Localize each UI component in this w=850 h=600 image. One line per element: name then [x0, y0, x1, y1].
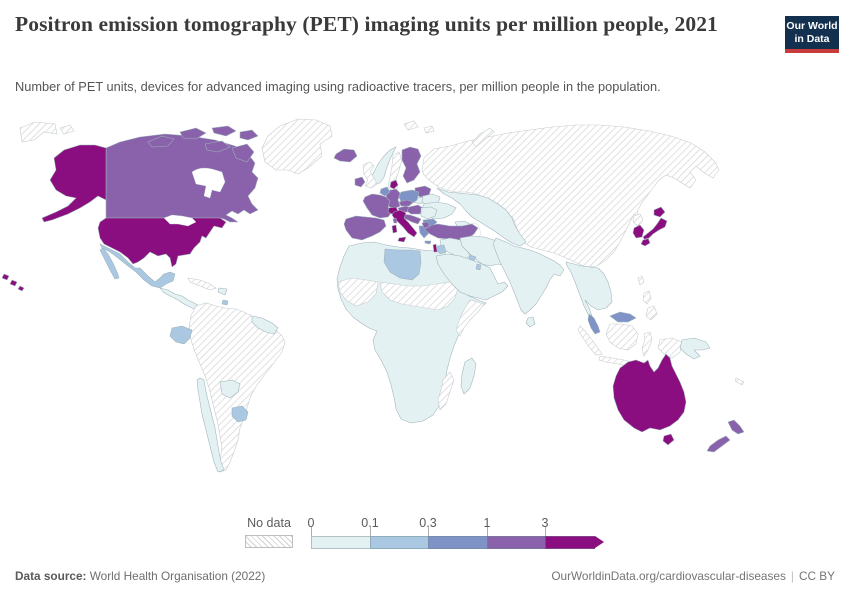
world-map [0, 113, 850, 505]
legend-tick-mark [545, 527, 546, 536]
data-source-value: World Health Organisation (2022) [86, 569, 266, 583]
country-united-kingdom[interactable] [362, 161, 378, 189]
country-new-zealand[interactable] [706, 419, 745, 453]
country-iceland[interactable] [333, 148, 358, 163]
country-madagascar[interactable] [460, 357, 477, 395]
country-japan[interactable] [640, 206, 668, 247]
footer-separator: | [790, 569, 794, 583]
choropleth-svg [1, 118, 745, 473]
country-south-korea[interactable] [632, 224, 645, 239]
great-lakes [163, 214, 197, 227]
legend-tick-mark [311, 527, 312, 536]
country-romania[interactable] [420, 206, 438, 220]
legend-tick-label-1: 0.1 [361, 516, 379, 530]
country-australia[interactable] [612, 353, 687, 433]
region-novaya-zemlya[interactable] [471, 127, 495, 148]
country-corsica[interactable] [392, 217, 398, 224]
region-west-sahara-mali[interactable] [337, 277, 379, 307]
legend-arrow-tip [595, 536, 604, 548]
country-jordan[interactable] [436, 244, 447, 255]
owid-logo-line1: Our World [786, 20, 838, 32]
legend-bin-3[interactable] [487, 536, 545, 549]
footer-credits: OurWorldinData.org/cardiovascular-diseas… [551, 569, 835, 583]
country-hispaniola[interactable] [217, 287, 228, 296]
legend-tick-mark [370, 527, 371, 536]
owid-link[interactable]: OurWorldinData.org/cardiovascular-diseas… [551, 569, 786, 583]
country-kazakhstan-central-asia[interactable] [436, 187, 527, 247]
country-chile[interactable] [196, 377, 225, 473]
country-mexico[interactable] [99, 243, 176, 289]
legend-tick-label-3: 1 [483, 516, 491, 530]
owid-logo[interactable]: Our World in Data [785, 16, 839, 54]
country-canada-arctic-islands[interactable] [147, 125, 259, 163]
country-trinidad-and-tobago[interactable] [221, 299, 229, 306]
country-israel[interactable] [432, 243, 438, 253]
legend-tick-label-4: 3 [541, 516, 549, 530]
legend-tick-label-0: 0 [307, 516, 315, 530]
country-slovakia-hungary[interactable] [406, 204, 424, 215]
legend-tick-label-2: 0.3 [419, 516, 437, 530]
chart-title: Positron emission tomography (PET) imagi… [15, 12, 718, 36]
country-guyana-suriname[interactable] [251, 315, 279, 335]
legend-tick-mark [428, 527, 429, 536]
country-italy[interactable] [391, 209, 418, 243]
chart-subtitle: Number of PET units, devices for advance… [15, 79, 661, 94]
country-philippines[interactable] [642, 290, 658, 321]
country-united-states[interactable] [97, 217, 227, 268]
data-source-label: Data source: [15, 569, 87, 583]
legend-bin-0[interactable] [311, 536, 370, 549]
country-united-states-alaska[interactable] [41, 144, 107, 223]
country-ecuador[interactable] [169, 325, 193, 345]
license-label: CC BY [798, 569, 835, 583]
region-pacific-islands[interactable] [734, 377, 745, 386]
country-greenland[interactable] [261, 118, 333, 175]
country-north-korea[interactable] [632, 213, 644, 227]
region-southeast-asia[interactable] [565, 261, 613, 317]
data-source-note: Data source: World Health Organisation (… [15, 569, 265, 583]
legend-bin-2[interactable] [428, 536, 487, 549]
country-uruguay[interactable] [231, 405, 249, 423]
country-malaysia[interactable] [587, 311, 637, 335]
country-belgium-netherlands[interactable] [379, 186, 391, 197]
legend-no-data-label: No data [247, 516, 291, 530]
legend-color-bar [311, 536, 604, 549]
country-ireland[interactable] [354, 176, 366, 188]
country-libya[interactable] [383, 248, 422, 281]
country-sri-lanka[interactable] [525, 316, 536, 328]
country-paraguay[interactable] [219, 379, 241, 399]
country-finland[interactable] [401, 146, 422, 184]
legend-tick-mark [487, 527, 488, 536]
country-kuwait[interactable] [468, 254, 477, 262]
country-norway[interactable] [369, 146, 397, 185]
hudson-bay [191, 167, 226, 199]
region-svalbard[interactable] [403, 120, 435, 134]
country-taiwan[interactable] [637, 275, 645, 286]
country-spain-portugal[interactable] [343, 215, 387, 241]
owid-logo-line2: in Data [794, 33, 830, 46]
legend-bin-1[interactable] [370, 536, 428, 549]
country-mozambique[interactable] [437, 371, 455, 411]
country-denmark[interactable] [389, 179, 399, 190]
country-czechia[interactable] [398, 199, 414, 207]
country-somalia[interactable] [455, 299, 485, 337]
country-cuba[interactable] [187, 277, 217, 291]
legend-no-data-swatch[interactable] [245, 535, 293, 548]
country-papua-new-guinea[interactable] [679, 337, 711, 360]
country-pakistan-india[interactable] [492, 237, 565, 315]
legend-bin-4[interactable] [545, 536, 595, 549]
country-united-states-hawaii[interactable] [1, 273, 25, 292]
country-qatar[interactable] [475, 263, 482, 271]
region-chukotka-wrap[interactable] [19, 121, 75, 143]
country-australia-tasmania[interactable] [662, 433, 675, 446]
region-niger-chad-sudan[interactable] [379, 281, 459, 311]
